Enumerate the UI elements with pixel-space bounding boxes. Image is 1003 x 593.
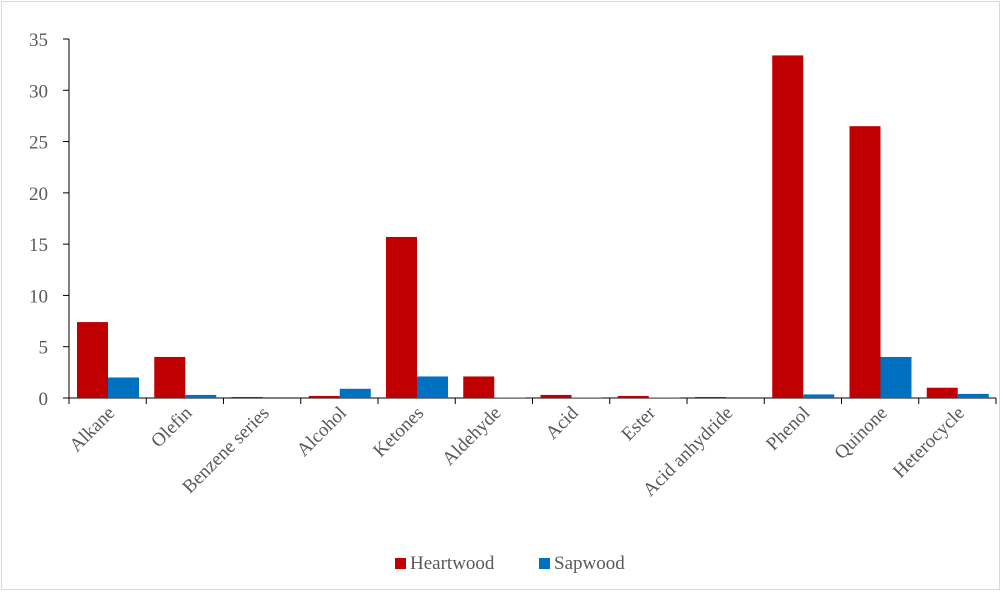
- bar-heartwood-olefin: [154, 356, 186, 398]
- bar-sapwood-alcohol: [339, 388, 371, 398]
- bar-sapwood-olefin: [185, 394, 217, 398]
- bar-sapwood-alkane: [108, 377, 139, 398]
- y-tick-label: 10: [29, 286, 48, 307]
- y-tick-label: 0: [39, 389, 49, 410]
- bar-sapwood-ketones: [417, 376, 448, 398]
- category-label: Acid: [542, 402, 583, 443]
- bar-heartwood-alkane: [77, 322, 108, 398]
- bar-sapwood-heterocycle: [957, 393, 989, 398]
- category-label: Ester: [617, 402, 660, 445]
- category-label: Alcohol: [293, 403, 351, 461]
- y-tick-label: 30: [29, 81, 48, 102]
- bar-heartwood-aldehyde: [463, 376, 495, 398]
- bar-heartwood-ketones: [386, 236, 417, 398]
- y-tick-label: 20: [29, 184, 48, 205]
- bar-sapwood-aldehyde: [494, 397, 526, 398]
- y-tick-label: 35: [29, 30, 48, 51]
- legend: Heartwood Sapwood: [395, 553, 625, 574]
- category-label: Ketones: [369, 403, 428, 462]
- bar-heartwood-acid: [540, 394, 572, 398]
- bar-sapwood-acid: [571, 397, 603, 398]
- category-label: Olefin: [147, 402, 197, 452]
- bar-sapwood-quinone: [880, 356, 912, 398]
- legend-swatch-sapwood: [539, 558, 550, 569]
- y-tick-label: 15: [29, 235, 48, 256]
- category-label: Aldehyde: [438, 403, 505, 470]
- bar-heartwood-phenol: [772, 55, 804, 398]
- category-label: Quinone: [831, 403, 892, 464]
- bar-heartwood-benzene-series: [231, 396, 263, 398]
- bar-heartwood-acid-anhydride: [695, 396, 726, 398]
- bar-sapwood-ester: [648, 397, 680, 398]
- bar-heartwood-heterocycle: [926, 387, 958, 398]
- category-label: Phenol: [762, 403, 814, 455]
- category-label: Alkane: [66, 403, 120, 457]
- bars: [77, 55, 989, 398]
- y-tick-label: 25: [29, 133, 48, 154]
- legend-swatch-heartwood: [395, 558, 406, 569]
- category-label: Heterocycle: [889, 403, 969, 483]
- y-tick-label: 5: [39, 338, 49, 359]
- bar-heartwood-quinone: [849, 126, 881, 398]
- y-axis: 0 5 10 15 20 25 30 35: [29, 30, 70, 410]
- legend-label-heartwood: Heartwood: [410, 553, 495, 574]
- bar-heartwood-ester: [617, 395, 649, 398]
- bar-heartwood-alcohol: [308, 395, 340, 398]
- legend-label-sapwood: Sapwood: [554, 553, 625, 574]
- bar-sapwood-phenol: [803, 394, 835, 398]
